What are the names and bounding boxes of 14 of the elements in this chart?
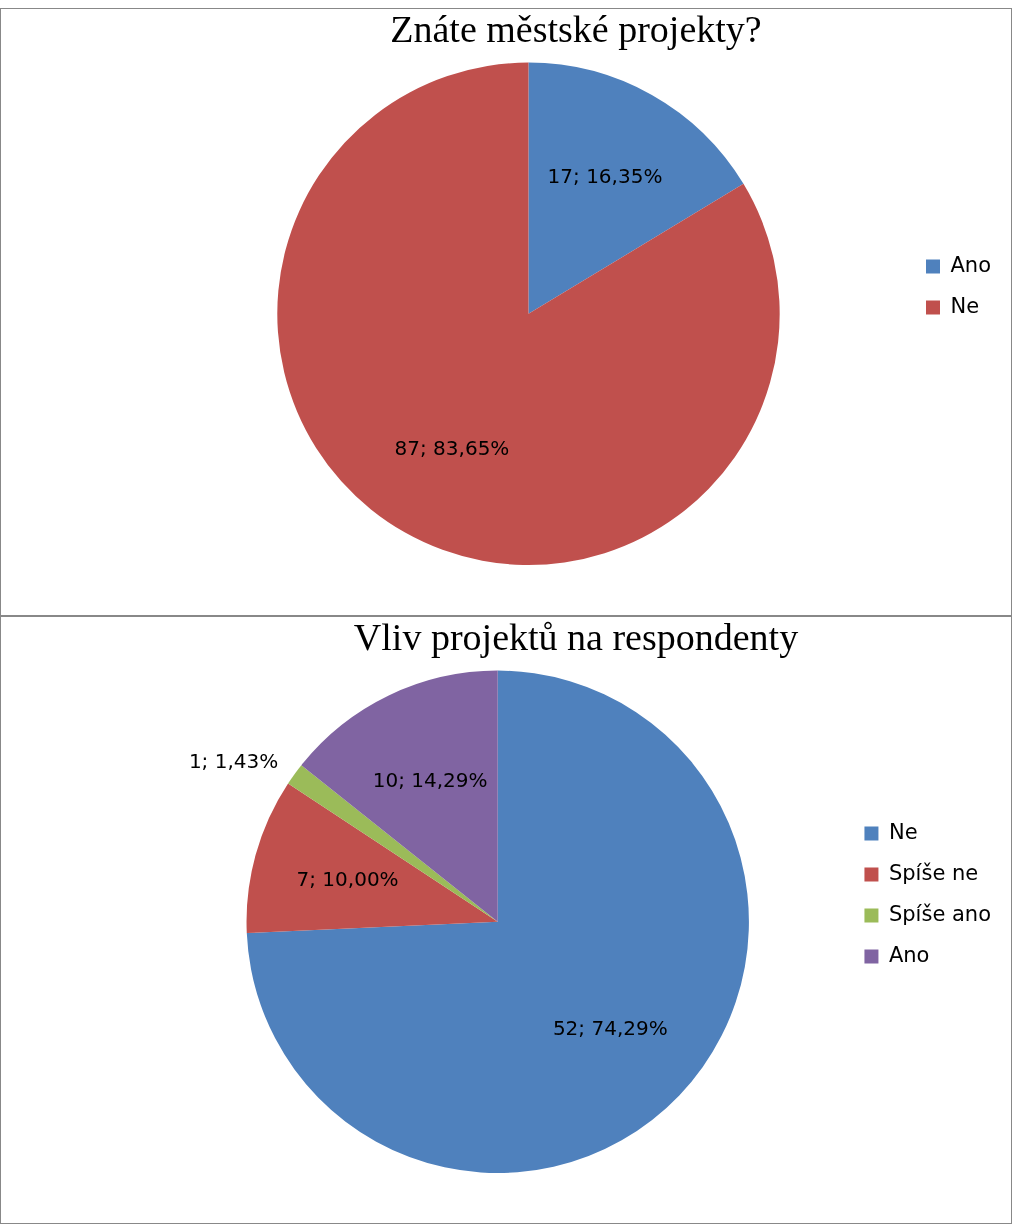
data-label: 1; 1,43% xyxy=(188,748,279,773)
chart-title: Vliv projektů na respondenty xyxy=(353,615,799,658)
data-label: 17; 16,35% xyxy=(547,164,663,189)
data-label: 10; 14,29% xyxy=(372,767,488,792)
chart-title: Znáte městské projekty? xyxy=(390,7,762,50)
legend-label: Spíše ano xyxy=(888,901,992,926)
data-label: 87; 83,65% xyxy=(394,435,510,460)
legend-label: Spíše ne xyxy=(888,860,979,885)
legend-label: Ano xyxy=(888,942,930,967)
legend-label: Ne xyxy=(950,293,980,318)
data-label: 7; 10,00% xyxy=(296,866,399,891)
legend-label: Ano xyxy=(950,252,992,277)
legend-label: Ne xyxy=(888,819,918,844)
data-label: 52; 74,29% xyxy=(552,1015,668,1040)
